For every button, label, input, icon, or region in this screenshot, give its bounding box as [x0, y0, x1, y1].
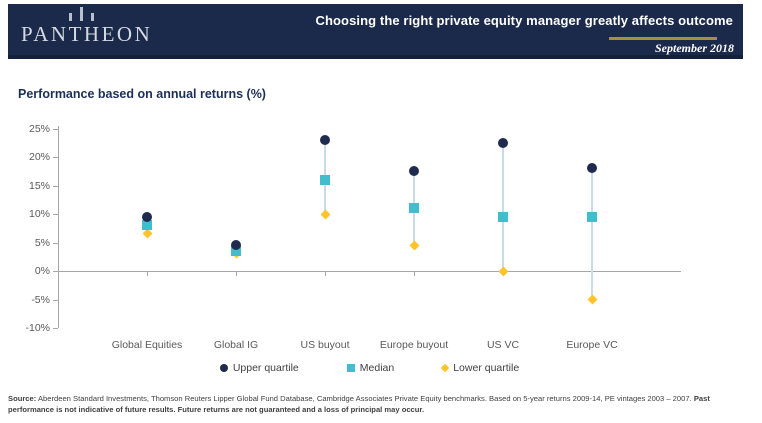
point-upper-quartile-europe-vc: [587, 163, 597, 174]
point-lower-quartile-global-equities: [142, 228, 152, 239]
point-median-europe-vc: [587, 211, 597, 222]
disclaimer-text: Past performance is not indicative of fu…: [8, 394, 710, 415]
point-median-europe-buyout: [409, 203, 419, 214]
y-tick-label: 20%: [28, 151, 50, 163]
x-category-label: US buyout: [300, 339, 350, 351]
y-axis-line: [58, 126, 59, 328]
y-tick: [53, 214, 58, 215]
chart-title: Performance based on annual returns (%): [18, 87, 266, 101]
point-median-global-equities: [142, 220, 152, 231]
y-tick-label: -10%: [25, 322, 50, 334]
date-label: September 2018: [655, 41, 734, 55]
x-tick: [414, 271, 415, 276]
quartile-range-line-us-vc: [502, 142, 504, 271]
page-title: Choosing the right private equity manage…: [315, 13, 733, 28]
y-tick-label: 25%: [28, 122, 50, 135]
point-lower-quartile-us-buyout: [320, 209, 330, 219]
pantheon-logo: PANTHEON: [21, 7, 152, 47]
x-tick: [236, 271, 237, 276]
header-banner: PANTHEON Choosing the right private equi…: [8, 4, 743, 59]
legend-label: Median: [359, 362, 395, 374]
point-upper-quartile-global-equities: [142, 211, 152, 222]
point-lower-quartile-europe-vc: [587, 294, 597, 305]
circle-marker-icon: [219, 364, 228, 372]
y-tick-label: 10%: [28, 208, 50, 220]
square-marker-icon: [346, 364, 355, 372]
y-tick: [53, 185, 58, 187]
y-tick-label: 5%: [34, 236, 50, 249]
x-category-label: Europe VC: [566, 339, 618, 351]
legend-item-upper-quartile: Upper quartile: [219, 362, 299, 374]
quartile-range-line-europe-vc: [591, 168, 593, 300]
x-tick: [325, 271, 326, 276]
y-tick: [53, 271, 58, 272]
point-upper-quartile-global-ig: [231, 240, 241, 251]
legend-item-median: Median: [346, 362, 395, 374]
y-tick-label: 0%: [34, 265, 50, 277]
point-lower-quartile-us-vc: [498, 266, 508, 276]
y-tick: [53, 157, 58, 158]
y-tick: [53, 128, 58, 130]
point-upper-quartile-us-vc: [498, 137, 508, 148]
x-category-label: Global Equities: [111, 339, 183, 351]
source-label: Source:: [8, 394, 37, 403]
y-tick-label: -5%: [31, 293, 50, 306]
point-median-us-vc: [498, 211, 508, 222]
point-median-us-buyout: [320, 174, 330, 185]
y-tick: [53, 299, 58, 301]
x-category-label: US VC: [486, 339, 520, 351]
source-text: Aberdeen Standard Investments, Thomson R…: [36, 394, 694, 403]
x-category-label: Europe buyout: [379, 339, 449, 351]
legend-label: Upper quartile: [232, 362, 299, 374]
source-note: Source: Aberdeen Standard Investments, T…: [8, 393, 743, 416]
point-upper-quartile-us-buyout: [320, 134, 330, 145]
legend-item-lower-quartile: Lower quartile: [440, 362, 520, 374]
point-lower-quartile-europe-buyout: [409, 240, 419, 251]
legend-label: Lower quartile: [453, 362, 520, 374]
y-tick: [53, 242, 58, 244]
point-median-global-ig: [231, 246, 241, 257]
y-tick-label: 15%: [28, 179, 50, 192]
x-category-label: Global IG: [213, 339, 259, 351]
diamond-marker-icon: [440, 363, 450, 373]
brand-name: PANTHEON: [21, 22, 153, 46]
zero-line: [58, 271, 681, 272]
y-tick: [53, 328, 58, 329]
x-tick: [147, 271, 148, 276]
pantheon-columns-icon: [69, 7, 152, 21]
gold-divider: [609, 37, 717, 40]
point-upper-quartile-europe-buyout: [409, 166, 419, 177]
chart-legend: Upper quartile Median Lower quartile: [58, 360, 681, 376]
